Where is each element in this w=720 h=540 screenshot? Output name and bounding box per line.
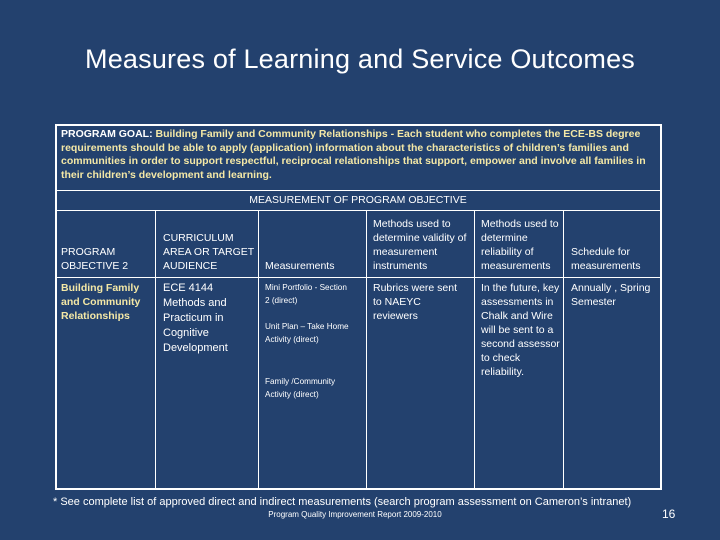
outcomes-table-border [55, 124, 662, 490]
program-goal: PROGRAM GOAL: Building Family and Commun… [61, 128, 657, 182]
column-divider-2 [258, 210, 259, 489]
report-footer: Program Quality Improvement Report 2009-… [268, 510, 442, 519]
row-reliability: In the future, key assessments in Chalk … [481, 282, 560, 378]
column-divider-3 [366, 210, 367, 489]
footnote: * See complete list of approved direct a… [53, 496, 632, 508]
row-measurement-3: Family /Community Activity (direct) [265, 377, 336, 399]
row-measurement-1: Mini Portfolio - Section 2 (direct) [265, 283, 347, 305]
column-divider-1 [155, 210, 156, 489]
program-goal-label: PROGRAM GOAL: [61, 128, 156, 140]
row-measurement-2: Unit Plan – Take Home Activity (direct) [265, 322, 349, 344]
header-measurements: Measurements [265, 260, 335, 272]
row-objective: Building Family and Community Relationsh… [61, 282, 141, 322]
header-curriculum-area: CURRICULUM AREA OR TARGET AUDIENCE [163, 232, 255, 272]
page-number: 16 [662, 507, 676, 521]
measurement-header: MEASUREMENT OF PROGRAM OBJECTIVE [249, 194, 467, 206]
header-validity-methods: Methods used to determine validity of me… [373, 218, 467, 272]
row-schedule: Annually , Spring Semester [571, 282, 651, 308]
row-curriculum: ECE 4144 Methods and Practicum in Cognit… [163, 282, 228, 354]
header-schedule: Schedule for measurements [571, 246, 641, 272]
divider-goal [56, 190, 660, 191]
divider-column-header [56, 277, 660, 278]
divider-measurement-header [56, 210, 660, 211]
header-reliability-methods: Methods used to determine reliability of… [481, 218, 559, 272]
column-divider-5 [563, 210, 564, 489]
slide-title: Measures of Learning and Service Outcome… [85, 44, 635, 74]
program-goal-text: Building Family and Community Relationsh… [61, 128, 646, 181]
header-program-objective: PROGRAM OBJECTIVE 2 [61, 246, 129, 272]
column-divider-4 [474, 210, 475, 489]
row-validity: Rubrics were sent to NAEYC reviewers [373, 282, 458, 322]
